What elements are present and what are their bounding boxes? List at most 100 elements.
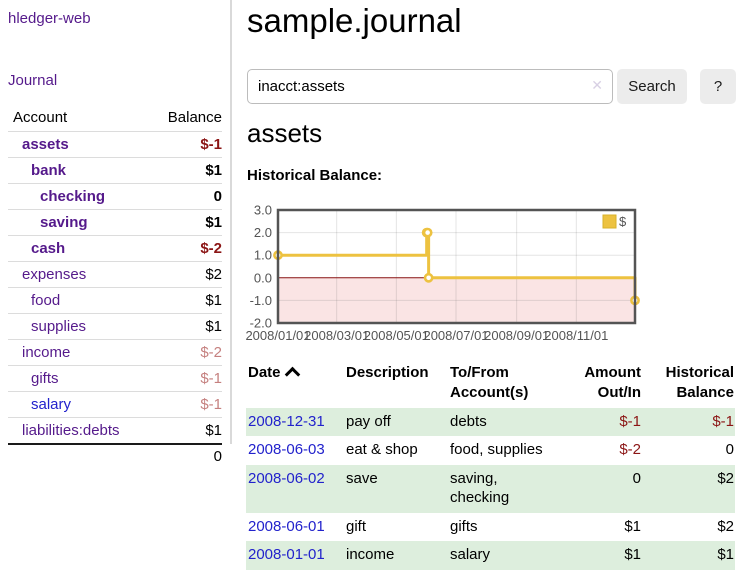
account-link[interactable]: salary bbox=[31, 396, 72, 413]
account-row: liabilities:debts $1 bbox=[8, 417, 222, 445]
plot-border bbox=[276, 208, 637, 325]
register-balance: $1 bbox=[717, 546, 734, 563]
x-tick-label: 2008/07/01 bbox=[423, 328, 488, 343]
accounts-header-account: Account bbox=[13, 109, 68, 126]
accounts-table: Account Balance assets $-1 bank $1 check… bbox=[8, 106, 222, 469]
chart-svg: $3.0 2.0 1.0 0.0 -1.0 -2.02008/01/012008/03/0… bbox=[245, 203, 640, 343]
register-description: eat & shop bbox=[346, 441, 418, 458]
account-link[interactable]: saving bbox=[40, 214, 88, 231]
main-content: sample.journal ✕ Search ? assets Histori… bbox=[240, 0, 742, 582]
legend-swatch-icon bbox=[602, 214, 617, 229]
register-date-link[interactable]: 2008-06-03 bbox=[248, 441, 325, 458]
account-section-title: assets bbox=[247, 118, 323, 148]
register-accounts: gifts bbox=[450, 517, 478, 535]
account-link[interactable]: income bbox=[22, 344, 71, 361]
register-header-to: To/From Account(s) bbox=[450, 364, 529, 402]
register-date-link[interactable]: 2008-12-31 bbox=[248, 412, 325, 430]
register-row: 2008-06-02 save saving, checking 0 $2 bbox=[246, 464, 735, 513]
account-row: bank $1 bbox=[8, 157, 222, 184]
clear-search-icon[interactable]: ✕ bbox=[591, 77, 603, 93]
register-description: save bbox=[346, 469, 378, 487]
x-tick-label: 2008/09/01 bbox=[484, 328, 549, 343]
account-balance: $1 bbox=[205, 318, 222, 335]
x-tick-label: 2008/05/01 bbox=[364, 328, 429, 343]
register-amount: $1 bbox=[624, 546, 641, 563]
search-box: ✕ bbox=[247, 69, 613, 104]
register-date-link[interactable]: 2008-01-01 bbox=[248, 546, 325, 563]
accounts-header-balance: Balance bbox=[167, 109, 222, 126]
account-balance: $1 bbox=[205, 162, 222, 179]
register-balance: $-1 bbox=[712, 412, 734, 430]
search-row: ✕ Search ? bbox=[247, 69, 742, 104]
account-row: expenses $2 bbox=[8, 261, 222, 288]
register-description: gift bbox=[346, 517, 367, 535]
y-tick-label: -1.0 bbox=[250, 293, 272, 308]
search-input[interactable] bbox=[247, 69, 613, 104]
x-tick-label: 2008/11/01 bbox=[544, 328, 608, 343]
accounts-total-row: 0 bbox=[8, 444, 222, 469]
account-balance: $-1 bbox=[200, 396, 222, 413]
account-balance: $1 bbox=[205, 422, 222, 439]
register-header-date[interactable]: Date bbox=[246, 361, 344, 408]
register-header-description: Description bbox=[346, 364, 429, 381]
y-tick-label: -2.0 bbox=[250, 316, 272, 331]
account-balance: $-1 bbox=[200, 370, 222, 387]
x-tick-label: 2008/03/01 bbox=[304, 328, 369, 343]
y-tick-label: 0.0 bbox=[254, 270, 272, 285]
register-row: 2008-06-03 eat & shop food, supplies $-2… bbox=[246, 436, 735, 465]
register-header-historical: Historical Balance bbox=[665, 364, 734, 402]
register-accounts: food, supplies bbox=[450, 441, 543, 458]
y-tick-label: 3.0 bbox=[254, 203, 272, 218]
account-balance: 0 bbox=[213, 188, 222, 205]
x-tick-label: 2008/01/01 bbox=[245, 328, 310, 343]
register-date-link[interactable]: 2008-06-01 bbox=[248, 517, 325, 535]
account-link[interactable]: bank bbox=[31, 162, 67, 179]
page-title: sample.journal bbox=[247, 2, 462, 39]
account-link[interactable]: gifts bbox=[31, 370, 59, 387]
register-amount: $-2 bbox=[619, 441, 641, 458]
data-point[interactable] bbox=[423, 272, 434, 283]
account-balance: $2 bbox=[205, 266, 222, 283]
accounts-header-row: Account Balance bbox=[8, 106, 222, 132]
balance-chart[interactable]: $3.0 2.0 1.0 0.0 -1.0 -2.0 2008/01/01 2008/03/0… bbox=[240, 200, 740, 350]
account-row: food $1 bbox=[8, 287, 222, 314]
chart-legend: $ bbox=[602, 214, 627, 229]
account-row: supplies $1 bbox=[8, 313, 222, 340]
y-tick-label: 2.0 bbox=[254, 225, 272, 240]
account-link[interactable]: supplies bbox=[31, 318, 87, 335]
account-link[interactable]: cash bbox=[31, 240, 66, 257]
account-balance: $-2 bbox=[200, 240, 222, 257]
account-balance: $1 bbox=[205, 214, 222, 231]
register-header-row: Date Description To/From Account(s) Amount … bbox=[246, 361, 735, 408]
account-row: cash $-2 bbox=[8, 235, 222, 262]
brand-link[interactable]: hledger-web bbox=[8, 10, 91, 27]
account-row: saving $1 bbox=[8, 209, 222, 236]
register-balance: $2 bbox=[717, 469, 734, 487]
register-accounts: saving, checking bbox=[450, 469, 510, 507]
register-accounts: debts bbox=[450, 412, 487, 430]
account-link[interactable]: assets bbox=[22, 136, 69, 153]
account-link[interactable]: liabilities:debts bbox=[22, 422, 120, 439]
account-row: assets $-1 bbox=[8, 131, 222, 158]
account-row: income $-2 bbox=[8, 339, 222, 366]
account-link[interactable]: food bbox=[31, 292, 61, 309]
sidebar: hledger-web Journal Account Balance asse… bbox=[0, 0, 231, 582]
register-amount: 0 bbox=[632, 469, 641, 487]
account-row: salary $-1 bbox=[8, 391, 222, 418]
register-row: 2008-12-31 pay off debts $-1 $-1 bbox=[246, 407, 735, 436]
register-balance: 0 bbox=[725, 441, 734, 458]
register-table: Date Description To/From Account(s) Amount … bbox=[246, 361, 735, 570]
sidebar-item-journal[interactable]: Journal bbox=[8, 72, 58, 89]
sidebar-divider bbox=[230, 0, 232, 444]
legend-label: $ bbox=[619, 214, 627, 229]
account-link[interactable]: checking bbox=[40, 188, 106, 205]
data-point[interactable] bbox=[422, 227, 433, 238]
account-balance: $1 bbox=[205, 292, 222, 309]
account-balance: $-1 bbox=[200, 136, 222, 153]
sort-ascending-icon bbox=[284, 366, 300, 383]
account-link[interactable]: expenses bbox=[22, 266, 87, 283]
register-date-link[interactable]: 2008-06-02 bbox=[248, 469, 325, 487]
search-button[interactable]: Search bbox=[617, 69, 687, 104]
help-button[interactable]: ? bbox=[700, 69, 736, 104]
register-description: income bbox=[346, 546, 395, 563]
